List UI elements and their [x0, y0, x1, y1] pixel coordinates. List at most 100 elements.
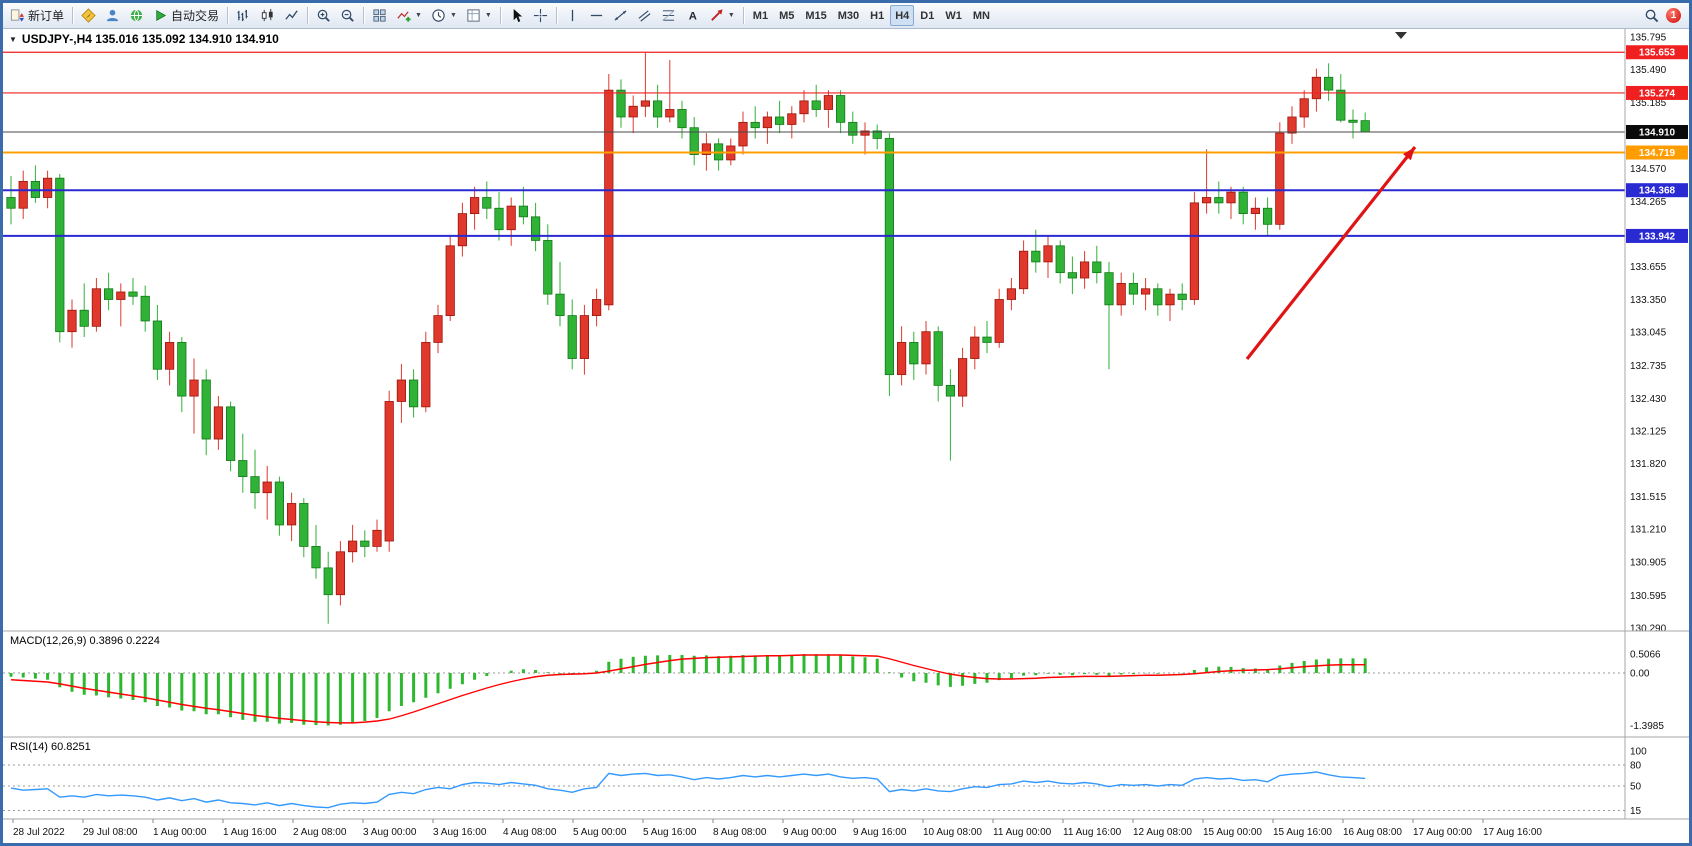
bear-candle — [201, 379, 211, 440]
bull-candle — [457, 213, 468, 247]
trend-arrow-head — [1403, 147, 1415, 161]
bull-candle — [1250, 207, 1260, 215]
bear-candle — [128, 291, 138, 297]
price-tick-label: 131.820 — [1630, 459, 1667, 470]
bear-candle — [323, 567, 333, 596]
bear-candle — [299, 503, 309, 547]
bear-candle — [1092, 261, 1102, 274]
zoom-in-button[interactable] — [312, 5, 335, 26]
bear-candle — [1153, 288, 1163, 306]
bear-candle — [1031, 250, 1041, 263]
vertical-line-button[interactable] — [561, 5, 584, 26]
tile-windows-button[interactable] — [368, 5, 391, 26]
chart-candles-icon — [261, 8, 273, 22]
crosshair-button[interactable] — [529, 5, 552, 26]
main-toolbar: 新订单 自动交易 — [3, 3, 1689, 29]
compass-button[interactable] — [77, 5, 100, 26]
price-tick-label: 133.045 — [1630, 328, 1667, 339]
bear-candle — [531, 216, 541, 241]
price-tick-label: 132.125 — [1630, 427, 1667, 438]
periods-icon — [432, 9, 445, 22]
trendline-button[interactable] — [609, 5, 632, 26]
bull-candle — [213, 406, 223, 440]
chart-line-button[interactable] — [280, 5, 303, 26]
bear-candle — [1324, 76, 1334, 91]
search-button[interactable] — [1640, 5, 1663, 26]
cursor-button[interactable] — [505, 5, 528, 26]
bull-candle — [372, 529, 382, 547]
timeframe-d1-button[interactable]: D1 — [915, 5, 939, 26]
bull-candle — [958, 358, 968, 397]
bull-candle — [1116, 282, 1126, 306]
timeframe-m5-button[interactable]: M5 — [774, 5, 799, 26]
periods-button[interactable]: ▼ — [427, 5, 461, 26]
bear-candle — [775, 116, 785, 125]
profile-button[interactable] — [101, 5, 124, 26]
time-axis-label: 9 Aug 00:00 — [783, 827, 837, 838]
bull-candle — [18, 180, 28, 209]
horizontal-line-button[interactable] — [585, 5, 608, 26]
bear-candle — [982, 336, 992, 343]
fibonacci-button[interactable] — [657, 5, 680, 26]
price-tick-label: 130.905 — [1630, 557, 1667, 568]
templates-icon — [467, 9, 480, 22]
trend-arrow[interactable] — [1245, 146, 1417, 360]
autotrading-button[interactable]: 自动交易 — [149, 5, 223, 26]
bear-candle — [653, 100, 663, 118]
chart-area[interactable]: 135.795 135.490 135.185 134.570 134.265 133.9… — [3, 29, 1689, 843]
new-order-button[interactable]: 新订单 — [6, 5, 68, 26]
bull-candle — [469, 197, 480, 215]
macd-axis-label: 0.5066 — [1630, 650, 1661, 661]
bull-candle — [1019, 250, 1029, 290]
time-axis-label: 15 Aug 00:00 — [1203, 827, 1262, 838]
community-button[interactable] — [125, 5, 148, 26]
timeframe-w1-button[interactable]: W1 — [940, 5, 967, 26]
bear-candle — [482, 197, 492, 209]
bear-candle — [311, 546, 321, 569]
bull-candle — [116, 291, 126, 300]
bull-candle — [1311, 76, 1321, 100]
rsi-axis-label: 15 — [1630, 806, 1642, 817]
cursor-icon — [513, 8, 522, 23]
bull-candle — [579, 315, 590, 359]
timeframe-m15-button[interactable]: M15 — [800, 5, 831, 26]
chart-line-icon — [285, 10, 298, 20]
price-chart[interactable]: 135.795 135.490 135.185 134.570 134.265 133.9… — [3, 29, 1689, 843]
bear-candle — [408, 379, 419, 408]
rsi-label: RSI(14) 60.8251 — [10, 741, 91, 753]
templates-button[interactable]: ▼ — [462, 5, 496, 26]
timeframe-h1-button[interactable]: H1 — [865, 5, 889, 26]
bear-candle — [1336, 89, 1346, 121]
channel-button[interactable] — [633, 5, 656, 26]
timeframe-h4-button[interactable]: H4 — [890, 5, 915, 26]
timeframe-m1-button[interactable]: M1 — [748, 5, 773, 26]
timeframe-mn-button[interactable]: MN — [968, 5, 995, 26]
timeframe-m30-button[interactable]: M30 — [833, 5, 864, 26]
one-click-trading-toggle[interactable]: ▼ — [9, 34, 17, 44]
chevron-down-icon: ▼ — [415, 12, 422, 19]
macd-axis-label: 0.00 — [1630, 669, 1650, 680]
macd-label: MACD(12,26,9) 0.3896 0.2224 — [10, 635, 160, 647]
indicators-button[interactable]: ▼ — [392, 5, 426, 26]
bull-candle — [43, 177, 53, 198]
bull-candle — [347, 540, 358, 553]
bear-candle — [79, 309, 89, 327]
bull-candle — [164, 342, 175, 370]
price-tick-label: 133.655 — [1630, 262, 1667, 273]
bull-candle — [897, 342, 907, 376]
arrows-icon — [710, 9, 723, 21]
bear-candle — [909, 342, 919, 365]
time-axis-label: 5 Aug 00:00 — [573, 827, 627, 838]
bull-candle — [1006, 288, 1017, 300]
notification-badge[interactable]: 1 — [1666, 8, 1681, 23]
chart-bars-button[interactable] — [232, 5, 255, 26]
horizontal-line-icon — [590, 14, 602, 17]
text-button[interactable]: A — [681, 5, 704, 26]
chart-shift-marker[interactable] — [1395, 32, 1407, 39]
zoom-out-button[interactable] — [336, 5, 359, 26]
arrows-tool-button[interactable]: ▼ — [705, 5, 739, 26]
price-tag — [1626, 145, 1688, 160]
rsi-axis-label: 80 — [1630, 761, 1642, 772]
bear-candle — [945, 384, 956, 397]
chart-candles-button[interactable] — [256, 5, 279, 26]
